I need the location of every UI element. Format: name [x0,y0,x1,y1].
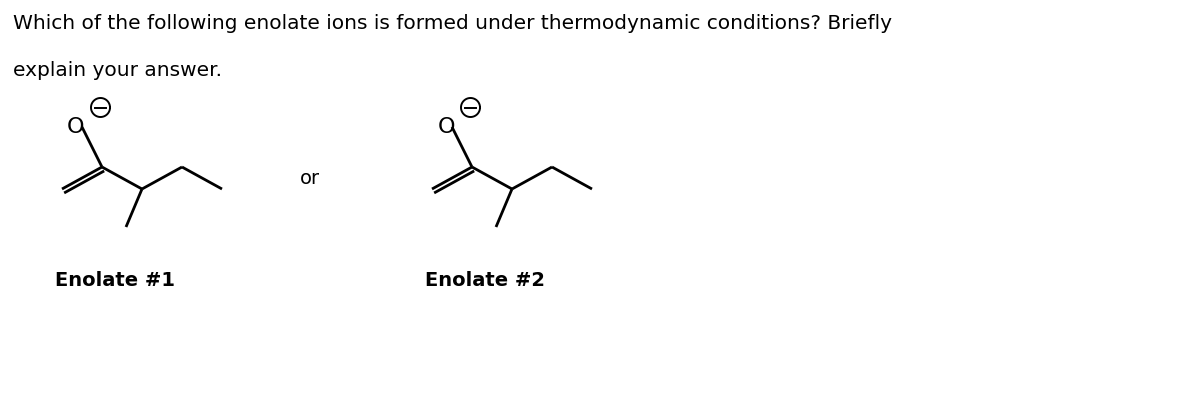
Text: O: O [67,117,85,137]
Text: O: O [437,117,455,137]
Text: or: or [300,170,320,188]
Text: Which of the following enolate ions is formed under thermodynamic conditions? Br: Which of the following enolate ions is f… [13,14,892,33]
Text: Enolate #2: Enolate #2 [425,271,545,290]
Text: Enolate #1: Enolate #1 [55,271,175,290]
Text: explain your answer.: explain your answer. [13,61,222,80]
